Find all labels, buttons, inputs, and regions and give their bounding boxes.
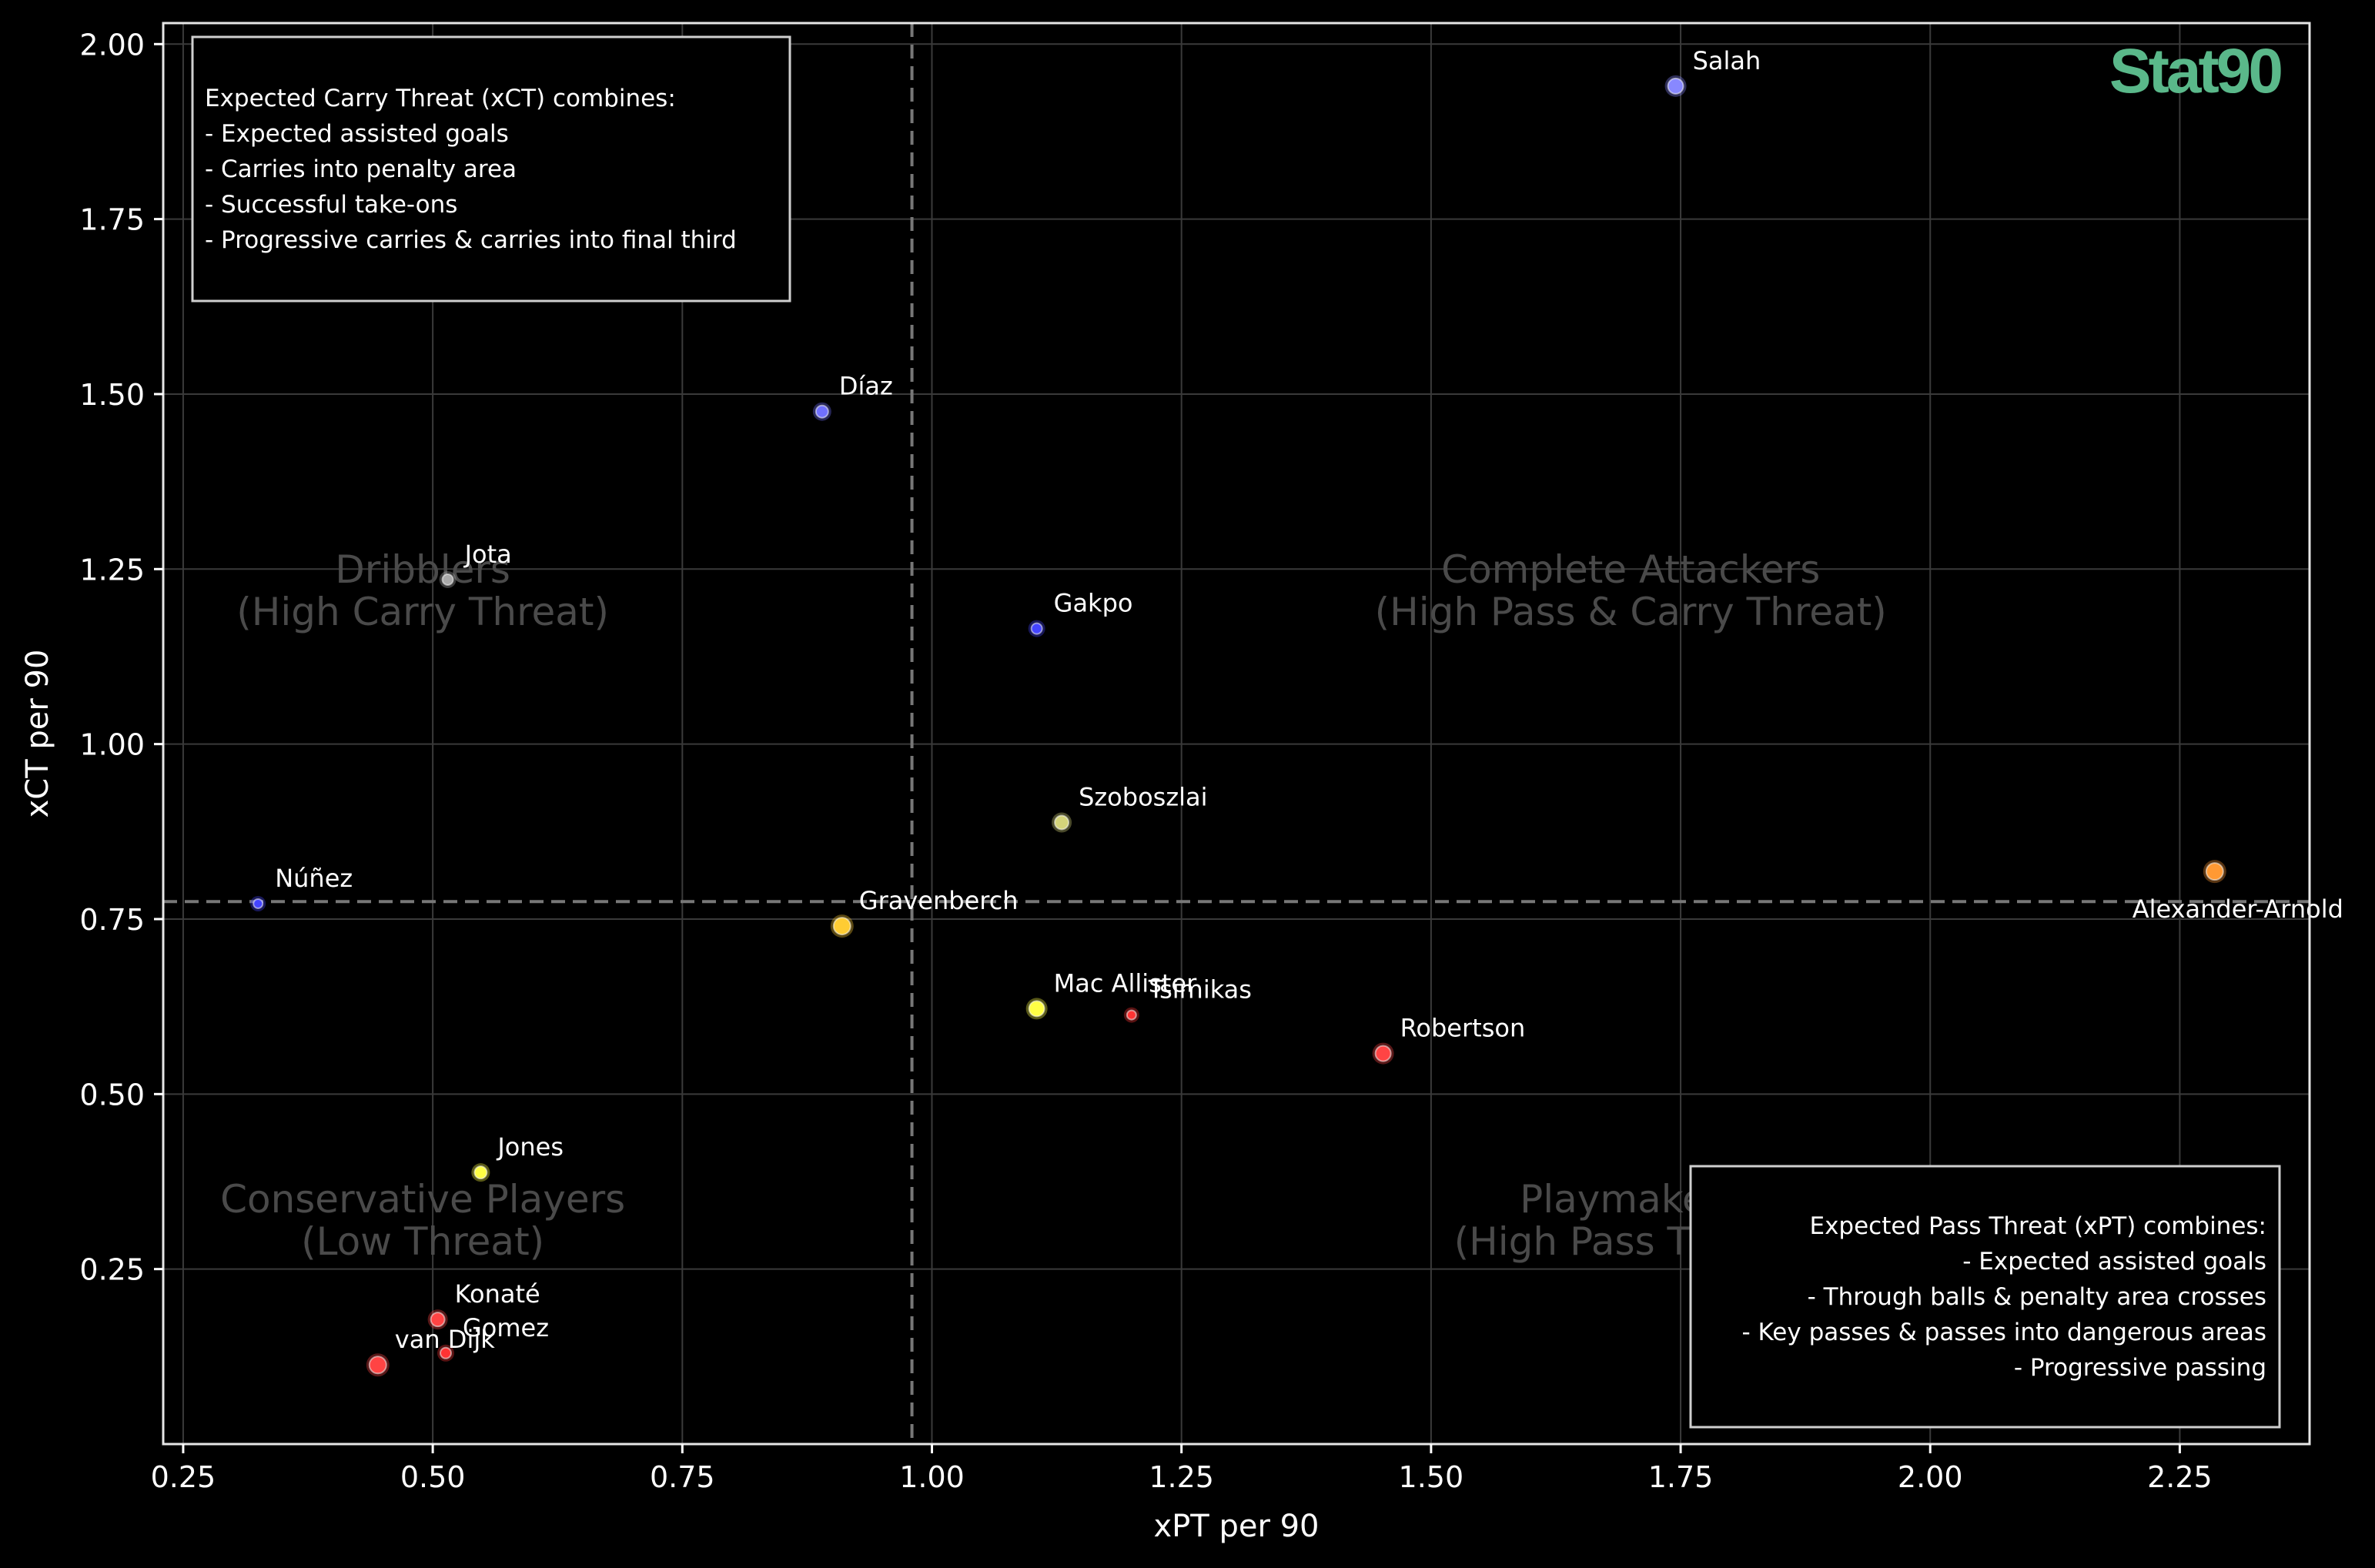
point-label: Alexander-Arnold (2132, 894, 2343, 924)
info-xpt-line: - Progressive passing (2014, 1354, 2266, 1382)
info-box-xpt: Expected Pass Threat (xPT) combines: - E… (1689, 1165, 2281, 1429)
y-axis-ticks: 0.25 0.50 0.75 1.00 1.25 1.50 1.75 2.00 (79, 28, 163, 1287)
x-tick-label: 2.00 (1898, 1460, 1963, 1494)
data-point (1374, 1045, 1392, 1062)
point-label: van Dijk (395, 1325, 495, 1354)
point-label: Salah (1693, 46, 1761, 75)
data-point (368, 1356, 387, 1375)
x-tick-label: 2.25 (2147, 1460, 2213, 1494)
x-tick-label: 1.75 (1648, 1460, 1714, 1494)
y-tick-label: 1.25 (79, 553, 145, 587)
data-point (441, 573, 454, 586)
y-tick-label: 1.50 (79, 378, 145, 412)
plot-frame (162, 22, 2311, 1446)
data-point (1054, 814, 1070, 831)
point-label: Jones (496, 1132, 564, 1162)
y-tick-label: 1.00 (79, 728, 145, 762)
x-tick-label: 0.25 (151, 1460, 216, 1494)
point-label: Szoboszlai (1079, 782, 1207, 811)
info-xpt-line: - Key passes & passes into dangerous are… (1741, 1319, 2266, 1346)
brand-logo: Stat90 (2109, 36, 2282, 106)
y-axis-label: xCT per 90 (20, 650, 55, 818)
data-point (2205, 862, 2224, 881)
data-point (1126, 1009, 1137, 1021)
x-axis-label: xPT per 90 (1154, 1509, 1320, 1544)
y-tick-label: 0.25 (79, 1253, 145, 1287)
point-label: Tsimikas (1148, 975, 1252, 1005)
data-point (430, 1312, 446, 1328)
quadrant-label: (High Carry Threat) (236, 590, 609, 634)
y-tick-label: 2.00 (79, 28, 145, 62)
quadrant-label: (Low Threat) (301, 1219, 544, 1264)
data-point (1028, 1000, 1045, 1018)
y-tick-label: 1.75 (79, 203, 145, 237)
data-point (473, 1165, 488, 1180)
info-xct-line: - Carries into penalty area (205, 155, 517, 183)
info-xct-line: - Successful take-ons (205, 191, 457, 219)
info-box-xct: Expected Carry Threat (xCT) combines: - … (191, 35, 791, 303)
x-tick-label: 0.75 (650, 1460, 715, 1494)
info-xct-line: - Expected assisted goals (205, 120, 509, 148)
data-point (439, 1346, 452, 1359)
data-points (250, 75, 2226, 1377)
quadrant-label: Complete Attackers (1441, 547, 1820, 592)
reference-lines (163, 23, 2310, 1444)
quadrant-label: Dribblers (335, 547, 510, 592)
point-labels: Salah Díaz Jota Gakpo Szoboszlai Núñez Alexand… (275, 46, 2343, 1354)
info-xpt-line: - Expected assisted goals (1962, 1248, 2266, 1275)
point-label: Díaz (839, 372, 893, 401)
info-xpt-line: - Through balls & penalty area crosses (1808, 1283, 2266, 1311)
data-point (253, 898, 264, 909)
info-xpt-line: Expected Pass Threat (xPT) combines: (1810, 1212, 2267, 1240)
info-xct-line: - Progressive carries & carries into fin… (205, 226, 737, 254)
point-label: Robertson (1400, 1014, 1526, 1043)
y-tick-label: 0.75 (79, 903, 145, 937)
point-label: Gomez (463, 1313, 549, 1342)
point-label: Konaté (455, 1279, 540, 1309)
x-tick-label: 0.50 (400, 1460, 466, 1494)
info-xct-line: Expected Carry Threat (xCT) combines: (205, 85, 676, 112)
x-tick-label: 1.00 (899, 1460, 965, 1494)
point-label: Mac Allister (1054, 968, 1197, 998)
point-label: Jota (463, 540, 512, 569)
y-tick-label: 0.50 (79, 1078, 145, 1112)
x-tick-label: 1.50 (1399, 1460, 1464, 1494)
data-point (1667, 77, 1684, 95)
x-axis-ticks: 0.25 0.50 0.75 1.00 1.25 1.50 1.75 2.00 2.25 (151, 1444, 2213, 1494)
point-label: Gravenberch (859, 886, 1019, 915)
quadrant-label: (High Pass & Carry Threat) (1375, 590, 1887, 634)
point-label: Gakpo (1054, 589, 1133, 618)
point-label: Núñez (275, 864, 353, 893)
info-box-xct-frame (191, 35, 791, 303)
x-tick-label: 1.25 (1149, 1460, 1214, 1494)
data-point (1030, 622, 1043, 635)
data-point (815, 404, 829, 419)
data-point (832, 917, 851, 936)
info-box-xpt-frame (1689, 1165, 2281, 1429)
quadrant-label: Conservative Players (220, 1177, 625, 1222)
